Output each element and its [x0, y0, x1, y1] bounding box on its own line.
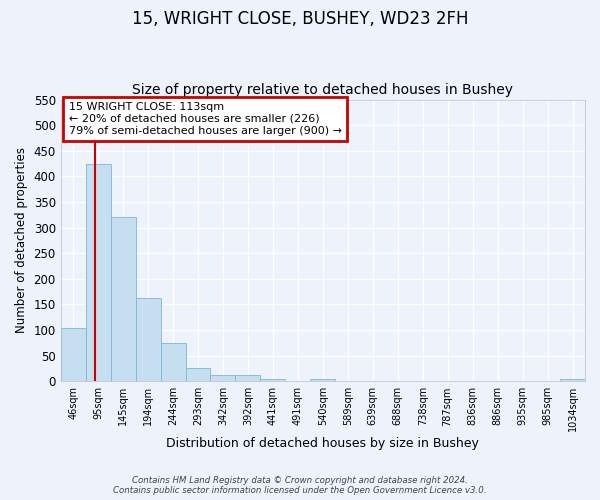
Text: 15 WRIGHT CLOSE: 113sqm
← 20% of detached houses are smaller (226)
79% of semi-d: 15 WRIGHT CLOSE: 113sqm ← 20% of detache…	[68, 102, 341, 136]
Bar	[185, 368, 211, 382]
Bar	[260, 379, 286, 382]
X-axis label: Distribution of detached houses by size in Bushey: Distribution of detached houses by size …	[166, 437, 479, 450]
Y-axis label: Number of detached properties: Number of detached properties	[15, 148, 28, 334]
Bar	[86, 164, 110, 382]
Bar	[61, 328, 86, 382]
Bar	[560, 380, 585, 382]
Title: Size of property relative to detached houses in Bushey: Size of property relative to detached ho…	[133, 83, 514, 97]
Text: Contains HM Land Registry data © Crown copyright and database right 2024.
Contai: Contains HM Land Registry data © Crown c…	[113, 476, 487, 495]
Bar	[161, 343, 185, 382]
Bar	[110, 218, 136, 382]
Bar	[310, 379, 335, 382]
Text: 15, WRIGHT CLOSE, BUSHEY, WD23 2FH: 15, WRIGHT CLOSE, BUSHEY, WD23 2FH	[132, 10, 468, 28]
Bar	[136, 298, 161, 382]
Bar	[211, 374, 235, 382]
Bar	[235, 374, 260, 382]
